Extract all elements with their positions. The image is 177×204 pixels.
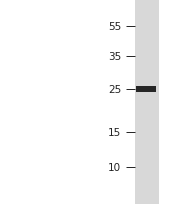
Bar — [136, 87, 156, 93]
Text: 55: 55 — [108, 22, 121, 31]
Text: 10: 10 — [108, 162, 121, 172]
Text: 15: 15 — [108, 128, 121, 137]
Text: 25: 25 — [108, 85, 121, 95]
Text: 35: 35 — [108, 52, 121, 62]
Bar — [135, 0, 159, 204]
